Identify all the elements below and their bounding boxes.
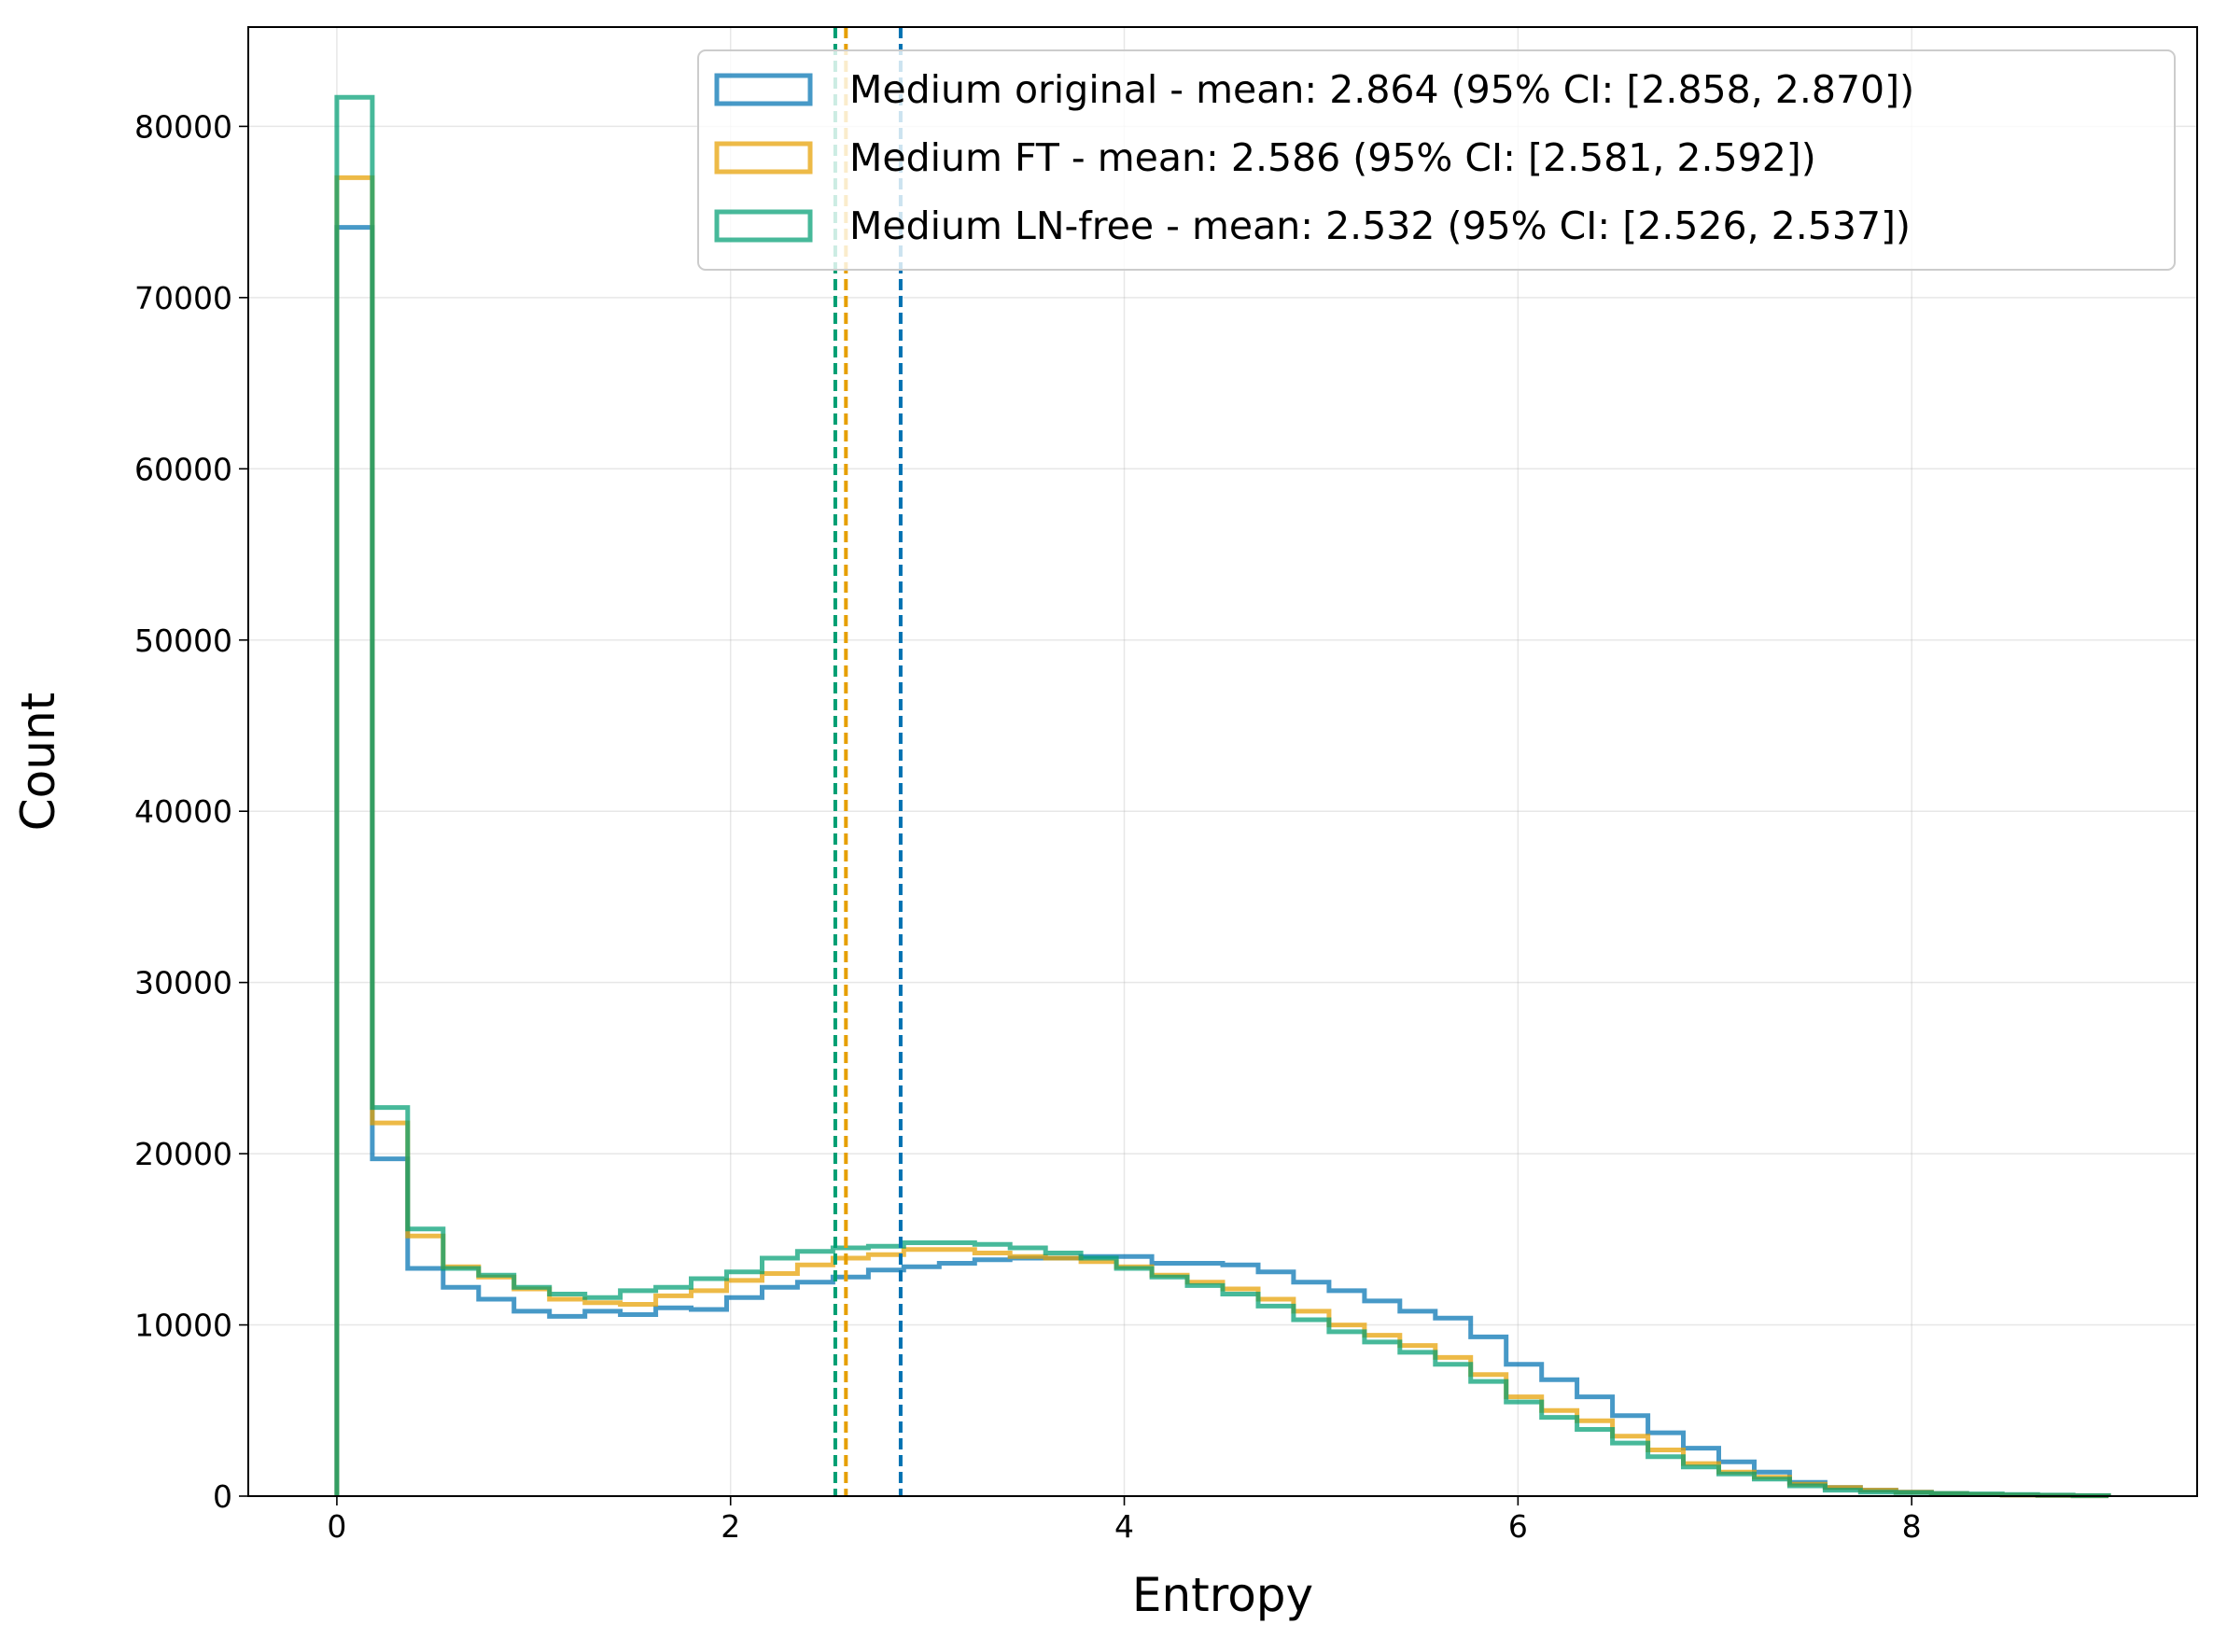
- legend-swatch: [714, 141, 813, 175]
- y-tick-label: 70000: [134, 280, 232, 316]
- x-tick-label: 2: [721, 1508, 740, 1545]
- mean-lines: [833, 27, 903, 1496]
- y-tick-label: 30000: [134, 965, 232, 1001]
- y-tick-label: 60000: [134, 451, 232, 487]
- x-tick-label: 4: [1114, 1508, 1134, 1545]
- y-axis-title: Count: [11, 693, 65, 832]
- legend-label: Medium original - mean: 2.864 (95% CI: […: [849, 67, 1914, 112]
- y-tick-label: 0: [213, 1478, 232, 1515]
- legend-label: Medium LN-free - mean: 2.532 (95% CI: [2…: [849, 203, 1911, 248]
- legend-swatch: [714, 209, 813, 243]
- y-tick-label: 10000: [134, 1308, 232, 1344]
- legend-label: Medium FT - mean: 2.586 (95% CI: [2.581,…: [849, 135, 1816, 180]
- y-tick-label: 50000: [134, 623, 232, 659]
- y-tick-label: 40000: [134, 793, 232, 830]
- x-tick-label: 6: [1508, 1508, 1528, 1545]
- legend-swatch: [714, 73, 813, 106]
- histogram-series-line: [334, 94, 2111, 1498]
- x-axis-title: Entropy: [1132, 1568, 1313, 1622]
- x-tick-label: 0: [327, 1508, 346, 1545]
- histogram-series: [334, 94, 2111, 1499]
- y-tick-label: 20000: [134, 1136, 232, 1172]
- x-tick-label: 8: [1902, 1508, 1922, 1545]
- plot-frame: [247, 26, 2198, 1497]
- axis-ticks: 0 2 4 6 8 0 10000 20000 30000 40000 50000 60000 7000…: [134, 108, 1922, 1545]
- legend-box: [697, 49, 2176, 271]
- y-tick-label: 80000: [134, 108, 232, 145]
- legend: Medium original - mean: 2.864 (95% CI: […: [697, 49, 2176, 271]
